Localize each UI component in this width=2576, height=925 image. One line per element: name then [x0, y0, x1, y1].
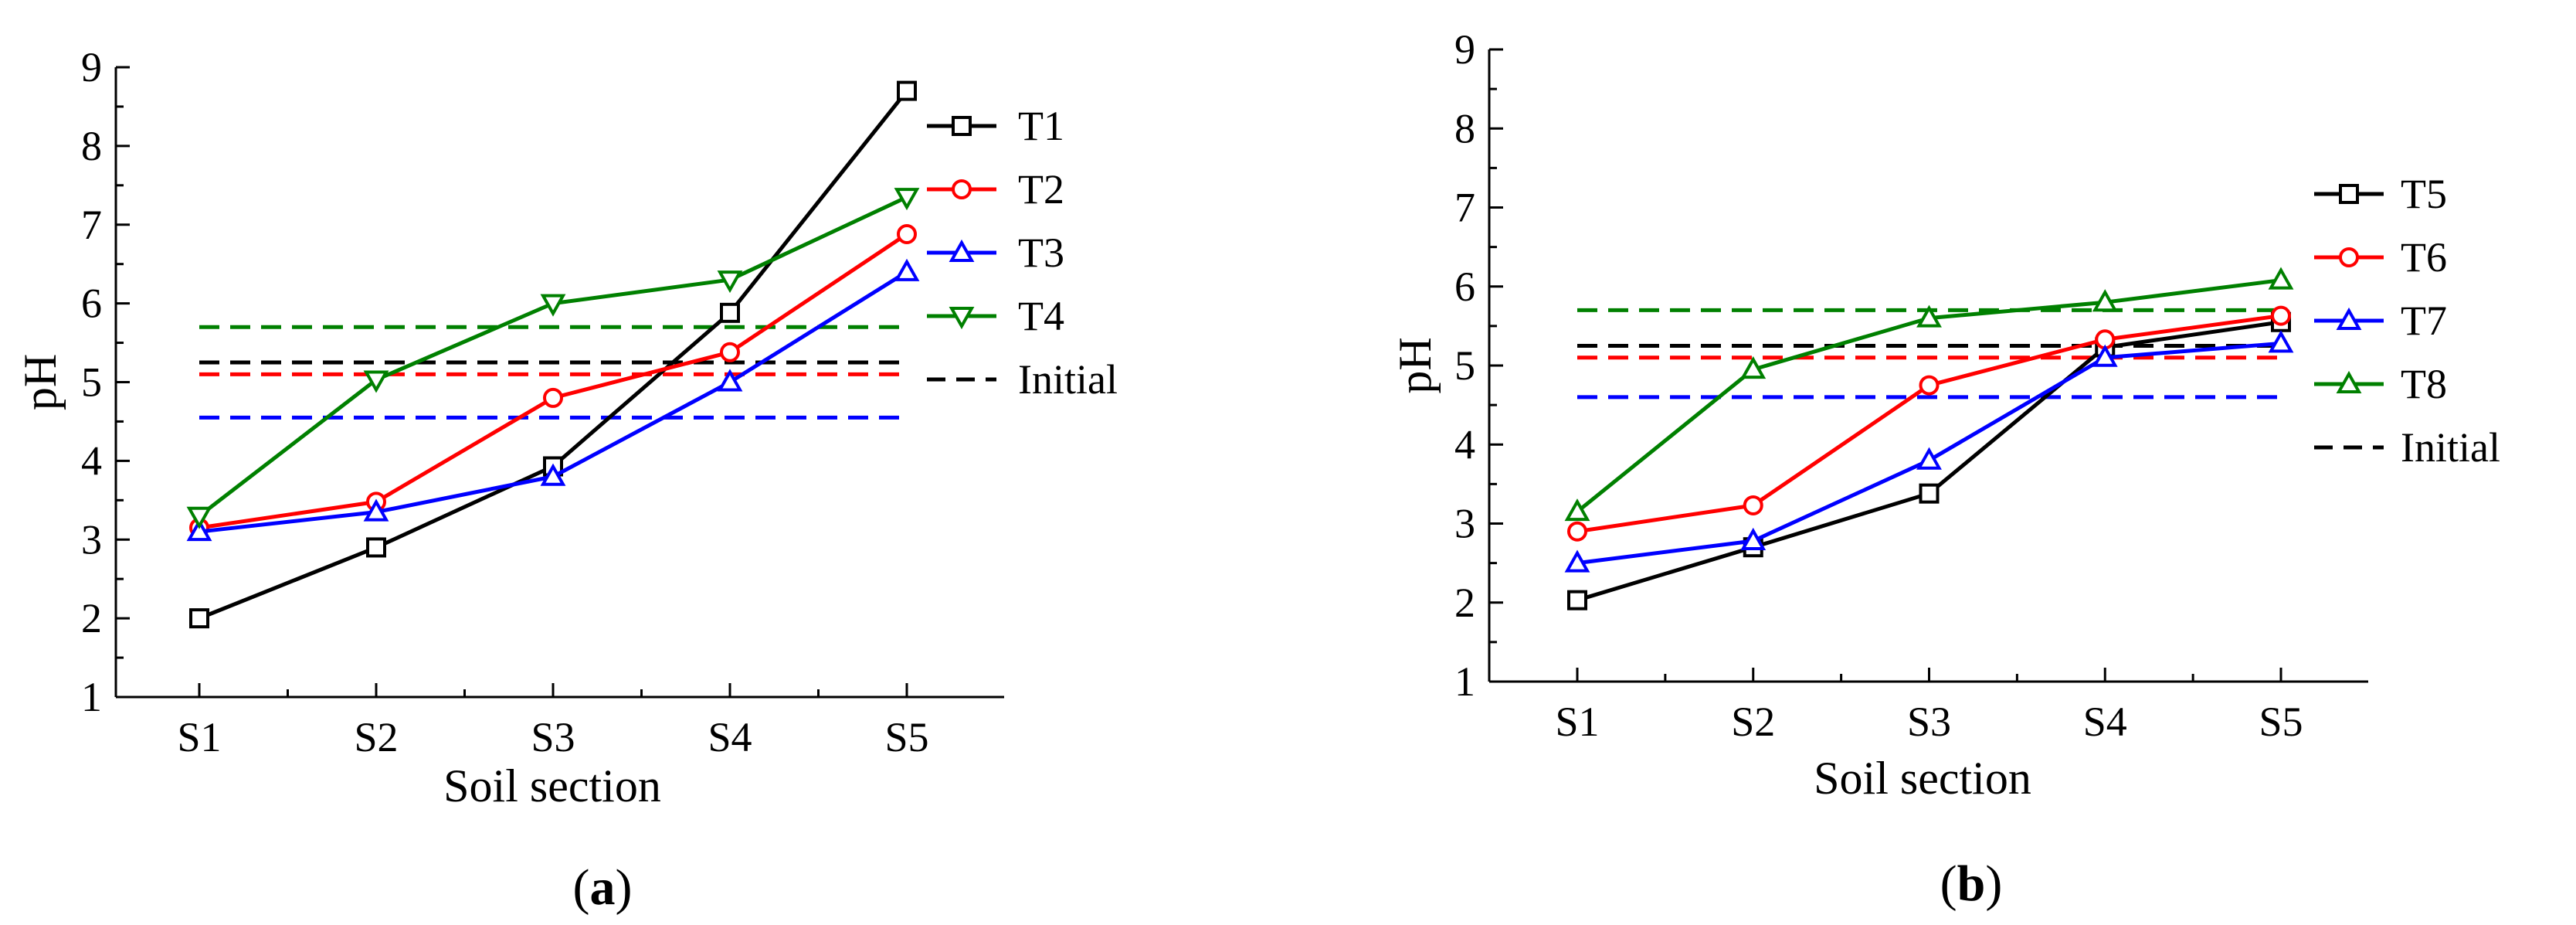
data-point-T4	[717, 270, 743, 294]
data-point-T3	[717, 369, 743, 392]
data-point-T1	[366, 537, 386, 558]
data-point-T3	[540, 463, 566, 486]
data-point-T6	[1743, 495, 1763, 515]
x-tick-label: S3	[531, 714, 575, 760]
y-axis-label: pH	[15, 354, 66, 410]
x-tick-label: S1	[177, 714, 221, 760]
y-tick-label: 1	[81, 674, 102, 720]
legend-label-initial: Initial	[2401, 424, 2500, 471]
y-tick-label: 7	[1454, 185, 1475, 231]
y-tick-label: 3	[1454, 501, 1475, 547]
y-tick-label: 8	[1454, 105, 1475, 151]
data-point-T8	[1740, 356, 1767, 379]
legend-marker	[2336, 307, 2362, 330]
legend-marker	[2339, 184, 2359, 204]
y-tick-label: 1	[1454, 658, 1475, 705]
panel-letter: a	[590, 859, 616, 916]
y-tick-label: 7	[81, 202, 102, 248]
data-point-T4	[894, 188, 920, 211]
data-point-T4	[186, 506, 212, 529]
legend-marker	[952, 179, 972, 199]
panel-b-chart: 1 2 3 4 5 6 7 8 9 S1 S2 S3 S4 S5 Soil section pH T5 T6 T7 T…	[1390, 26, 2500, 912]
x-tick-label: S1	[1555, 699, 1599, 745]
x-axis-label: Soil section	[443, 760, 661, 811]
x-tick-label: S5	[884, 714, 928, 760]
data-point-T7	[2092, 344, 2118, 367]
legend-label: T6	[2401, 234, 2447, 281]
x-tick-label: S2	[354, 714, 398, 760]
data-point-T3	[363, 498, 389, 522]
data-point-T3	[894, 258, 920, 281]
legend-marker	[952, 116, 972, 136]
data-point-T2	[897, 223, 917, 244]
data-point-T2	[543, 387, 563, 408]
data-point-T7	[2268, 330, 2294, 353]
data-point-T5	[1567, 590, 1587, 610]
data-point-T7	[1740, 527, 1767, 550]
x-tick-label: S5	[2259, 699, 2303, 745]
legend-label: T1	[1018, 103, 1064, 149]
x-tick-label: S4	[2083, 699, 2127, 745]
data-point-T5	[1919, 483, 1940, 504]
y-tick-label: 8	[81, 123, 102, 169]
legend-label-initial: Initial	[1018, 356, 1118, 403]
legend-marker	[2336, 370, 2362, 393]
y-tick-label: 9	[81, 44, 102, 90]
legend-marker	[2339, 247, 2359, 267]
y-tick-label: 5	[81, 359, 102, 406]
legend-label: T8	[2401, 361, 2447, 407]
y-tick-label: 5	[1454, 342, 1475, 389]
data-point-T7	[1564, 549, 1590, 573]
x-axis-label: Soil section	[1814, 753, 2031, 804]
series-line-T1	[199, 90, 908, 621]
data-point-T3	[186, 518, 212, 542]
y-tick-label: 9	[1454, 26, 1475, 73]
panel-label: (a)	[573, 859, 633, 916]
data-point-T8	[1564, 498, 1590, 522]
panel-label: (b)	[1940, 855, 2003, 912]
data-point-T4	[363, 370, 389, 393]
legend-label: T4	[1018, 293, 1064, 339]
data-point-T4	[540, 294, 566, 317]
y-tick-label: 4	[81, 437, 102, 484]
legend-marker	[949, 239, 975, 262]
data-point-T8	[1916, 304, 1942, 328]
panel-a-chart: 1 2 3 4 5 6 7 8 9 S1 S2 S3 S4 S5 Soil section pH T1 T2 T3 T…	[15, 44, 1118, 916]
data-point-T2	[720, 342, 740, 362]
data-point-T1	[720, 302, 740, 323]
y-tick-label: 6	[81, 281, 102, 327]
y-tick-label: 6	[1454, 264, 1475, 310]
y-tick-label: 2	[81, 595, 102, 641]
y-tick-label: 2	[1454, 580, 1475, 626]
panel-letter: b	[1957, 855, 1986, 912]
x-tick-label: S3	[1907, 699, 1951, 745]
y-tick-label: 3	[81, 516, 102, 563]
legend-label: T3	[1018, 230, 1064, 276]
y-axis-label: pH	[1390, 337, 1441, 393]
data-point-T8	[2268, 267, 2294, 290]
legend-label: T2	[1018, 166, 1064, 213]
data-point-T6	[1567, 521, 1587, 542]
x-tick-label: S2	[1731, 699, 1775, 745]
legend-label: T7	[2401, 298, 2447, 344]
data-point-T6	[1919, 375, 1940, 396]
legend-label: T5	[2401, 171, 2447, 217]
legend-marker	[949, 307, 975, 330]
data-point-T8	[2092, 289, 2118, 312]
data-point-T1	[189, 608, 209, 629]
x-tick-label: S4	[708, 714, 752, 760]
data-point-T6	[2271, 305, 2291, 326]
data-point-T7	[1916, 447, 1942, 470]
y-tick-label: 4	[1454, 421, 1475, 468]
data-point-T1	[897, 80, 917, 101]
